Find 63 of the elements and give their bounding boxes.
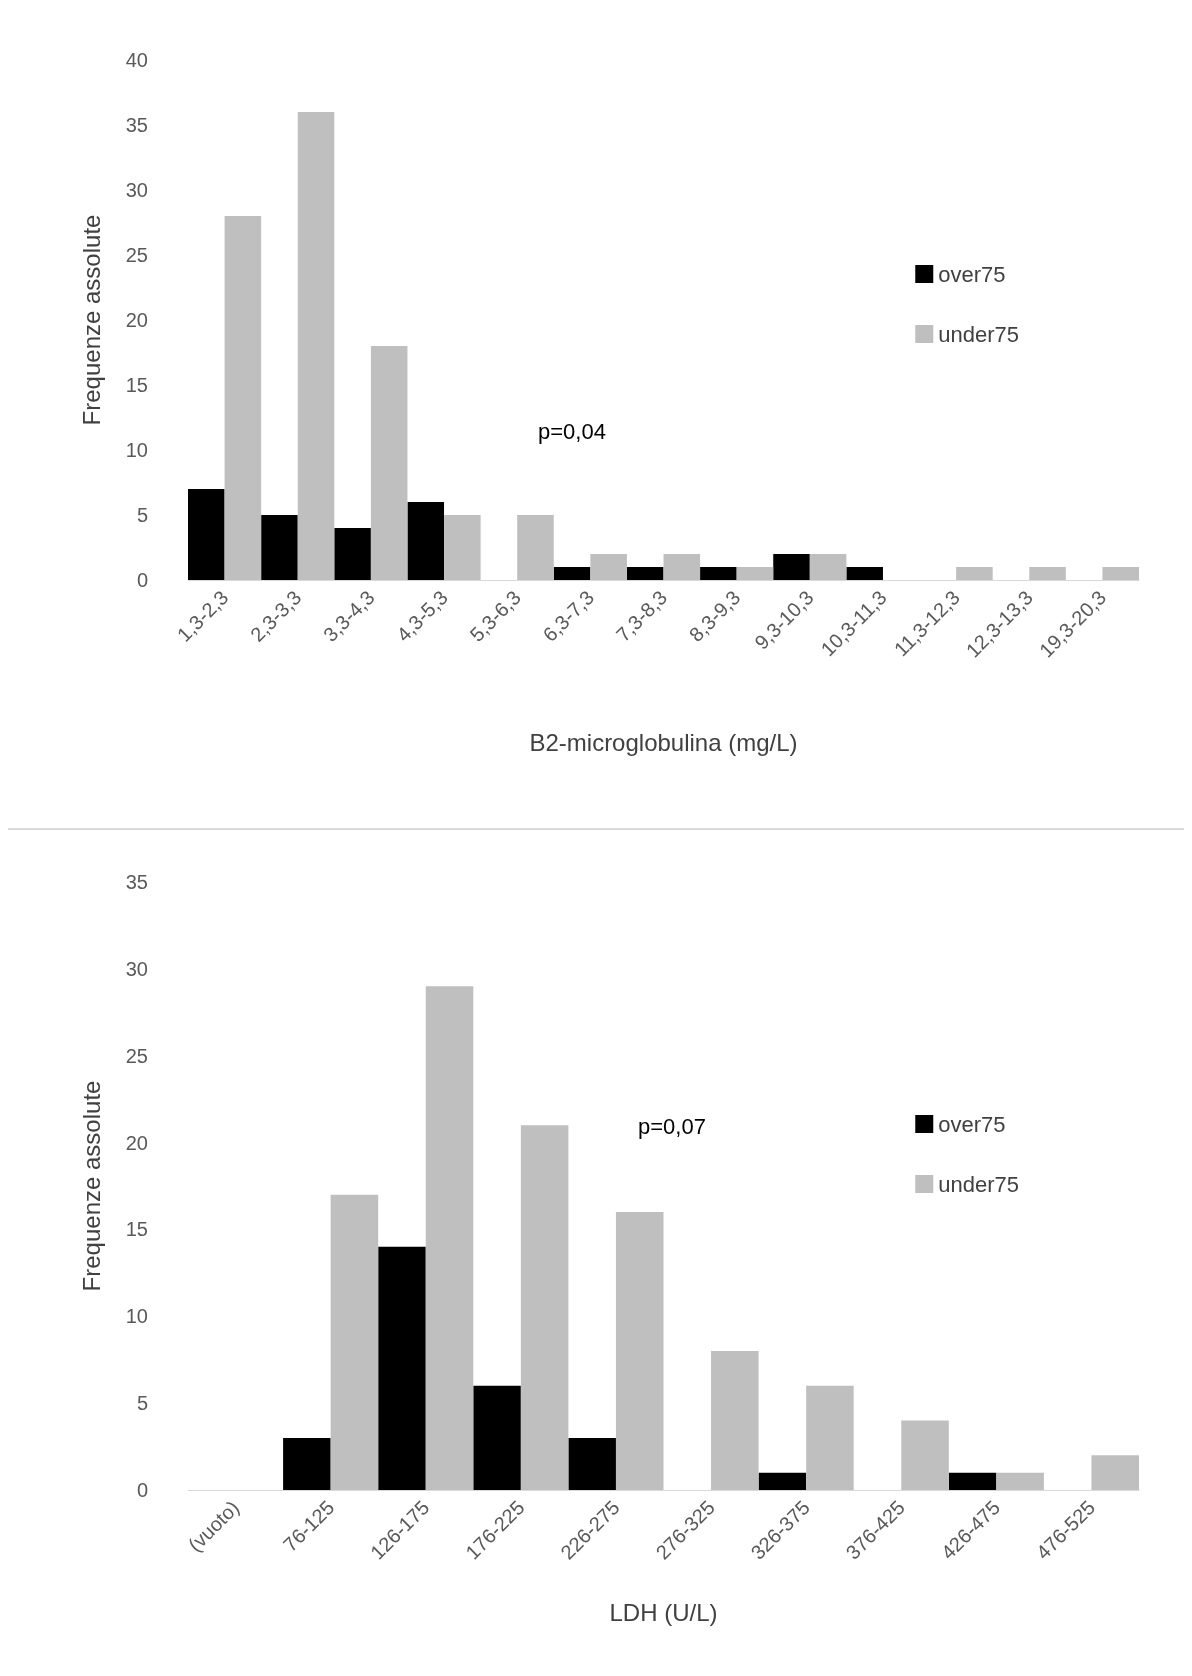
bar xyxy=(711,1351,759,1490)
bar xyxy=(425,986,474,1490)
x-axis-title: LDH (U/L) xyxy=(609,1598,718,1626)
y-tick-label: 15 xyxy=(125,374,148,396)
bar xyxy=(1102,567,1139,580)
y-tick-label: 0 xyxy=(136,1479,148,1501)
bar xyxy=(948,1472,997,1490)
bar xyxy=(553,567,591,580)
y-tick-label: 20 xyxy=(125,1131,148,1154)
y-tick-label: 10 xyxy=(125,439,148,461)
bar xyxy=(520,1125,569,1490)
bar xyxy=(261,515,298,580)
legend-label: over75 xyxy=(938,261,1006,287)
y-axis-title: Frequenze assolute xyxy=(77,214,105,426)
bar xyxy=(330,1194,379,1490)
bar xyxy=(901,1420,949,1490)
bar xyxy=(758,1472,807,1490)
y-tick-label: 15 xyxy=(125,1218,148,1241)
bar xyxy=(283,1437,331,1490)
bar xyxy=(188,489,225,580)
y-tick-label: 35 xyxy=(125,871,148,893)
y-tick-label: 40 xyxy=(125,49,148,71)
bar xyxy=(473,1385,521,1490)
bar xyxy=(224,216,262,580)
annotation: p=0,07 xyxy=(638,1113,706,1139)
y-tick-label: 0 xyxy=(136,569,148,591)
bar xyxy=(846,567,883,580)
bar xyxy=(615,1212,664,1490)
bar xyxy=(700,567,737,580)
bar xyxy=(663,554,701,580)
legend-label: under75 xyxy=(938,1171,1020,1197)
bar xyxy=(773,554,810,580)
bar xyxy=(626,567,664,580)
y-axis-title: Frequenze assolute xyxy=(77,1080,105,1292)
bar xyxy=(568,1437,616,1490)
bar xyxy=(370,346,408,580)
x-axis-title: B2-microglobulina (mg/L) xyxy=(529,728,798,756)
bar xyxy=(444,515,481,580)
legend-label: under75 xyxy=(938,321,1020,347)
bar xyxy=(996,1472,1044,1490)
bar xyxy=(806,1385,854,1490)
y-tick-label: 5 xyxy=(136,1392,148,1415)
y-tick-label: 35 xyxy=(125,114,148,136)
y-tick-label: 30 xyxy=(125,957,148,980)
bar xyxy=(736,567,774,580)
annotation: p=0,04 xyxy=(538,418,606,444)
bar xyxy=(1091,1455,1139,1490)
y-tick-label: 25 xyxy=(125,244,148,266)
bar xyxy=(809,554,847,580)
y-tick-label: 5 xyxy=(136,504,148,526)
y-tick-label: 10 xyxy=(125,1305,148,1328)
y-tick-label: 20 xyxy=(125,309,148,331)
bar xyxy=(334,528,371,580)
bar xyxy=(297,112,335,580)
bar xyxy=(956,567,993,580)
legend-label: over75 xyxy=(938,1111,1006,1137)
y-tick-label: 30 xyxy=(125,179,148,201)
bar xyxy=(1029,567,1066,580)
bar xyxy=(378,1246,426,1490)
bar xyxy=(517,515,554,580)
y-tick-label: 25 xyxy=(125,1044,148,1067)
bar xyxy=(590,554,627,580)
bar xyxy=(407,502,445,580)
